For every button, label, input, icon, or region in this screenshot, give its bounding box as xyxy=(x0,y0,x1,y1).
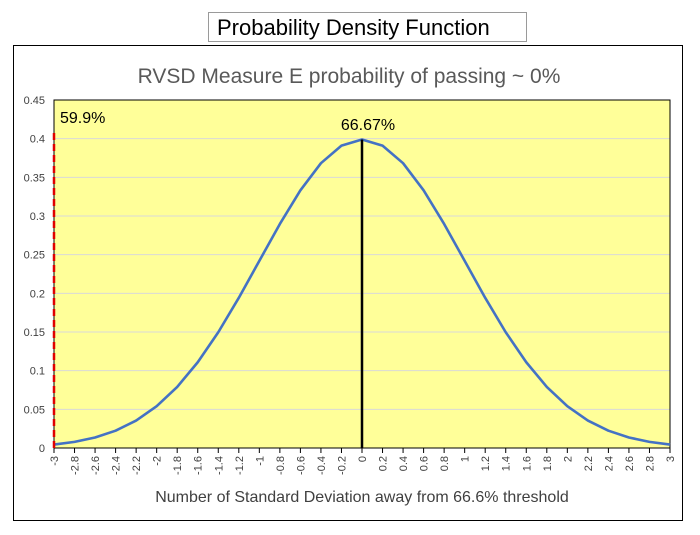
x-tick-label: 0.8 xyxy=(439,456,451,471)
y-tick-label: 0 xyxy=(39,443,45,455)
x-tick-label: -2.8 xyxy=(70,456,82,475)
pdf-chart: RVSD Measure E probability of passing ~ … xyxy=(24,65,677,506)
x-tick-label: -2.6 xyxy=(90,456,102,475)
x-tick-label: 0.6 xyxy=(419,456,431,471)
x-tick-label: -1.2 xyxy=(234,456,246,475)
x-tick-label: 1.4 xyxy=(501,456,513,471)
x-tick-label: 2.2 xyxy=(583,456,595,471)
x-tick-label: -2.4 xyxy=(111,456,123,475)
x-tick-label: -0.2 xyxy=(336,456,348,475)
y-tick-label: 0.3 xyxy=(30,211,45,223)
x-tick-label: -2 xyxy=(152,456,164,466)
x-tick-label: -0.4 xyxy=(316,456,328,475)
axes: 00.050.10.150.20.250.30.350.40.45-3 -2.8-… xyxy=(24,95,677,475)
x-tick-label: 1.6 xyxy=(521,456,533,471)
x-tick-label: 2.4 xyxy=(603,456,615,471)
x-tick-label: -2.2 xyxy=(131,456,143,475)
x-tick-label: -1.4 xyxy=(213,456,225,475)
mean-marker-label: 66.67% xyxy=(341,117,395,134)
x-tick-label: -0.8 xyxy=(275,456,287,475)
x-tick-label: 0 xyxy=(357,456,369,462)
x-tick-label: -1 xyxy=(254,456,266,466)
x-tick-label: -3 xyxy=(49,456,61,466)
chart-frame: RVSD Measure E probability of passing ~ … xyxy=(13,45,683,521)
chart-title: RVSD Measure E probability of passing ~ … xyxy=(138,65,561,88)
x-tick-label: 1.2 xyxy=(480,456,492,471)
y-tick-label: 0.1 xyxy=(30,366,45,378)
x-tick-label: 0.4 xyxy=(398,456,410,471)
y-tick-label: 0.45 xyxy=(24,95,45,107)
x-tick-label: 2.6 xyxy=(624,456,636,471)
x-tick-label: -1.8 xyxy=(172,456,184,475)
x-tick-label: -1.6 xyxy=(193,456,205,475)
y-tick-label: 0.05 xyxy=(24,404,45,416)
data-marks: 66.67% 59.9% xyxy=(52,110,671,448)
x-tick-label: 3 xyxy=(665,456,677,462)
x-tick-label: 1.8 xyxy=(542,456,554,471)
x-tick-label: 0.2 xyxy=(378,456,390,471)
x-tick-label: 2 xyxy=(562,456,574,462)
x-tick-label: 1 xyxy=(460,456,472,462)
x-axis-label: Number of Standard Deviation away from 6… xyxy=(155,489,569,506)
x-tick-label: 2.8 xyxy=(644,456,656,471)
y-tick-label: 0.35 xyxy=(24,172,45,184)
y-tick-label: 0.15 xyxy=(24,327,45,339)
threshold-marker-label: 59.9% xyxy=(60,110,105,127)
chart-header-title: Probability Density Function xyxy=(208,12,527,42)
y-tick-label: 0.2 xyxy=(30,288,45,300)
x-tick-label: -0.6 xyxy=(295,456,307,475)
y-tick-label: 0.4 xyxy=(30,134,45,146)
y-tick-label: 0.25 xyxy=(24,250,45,262)
